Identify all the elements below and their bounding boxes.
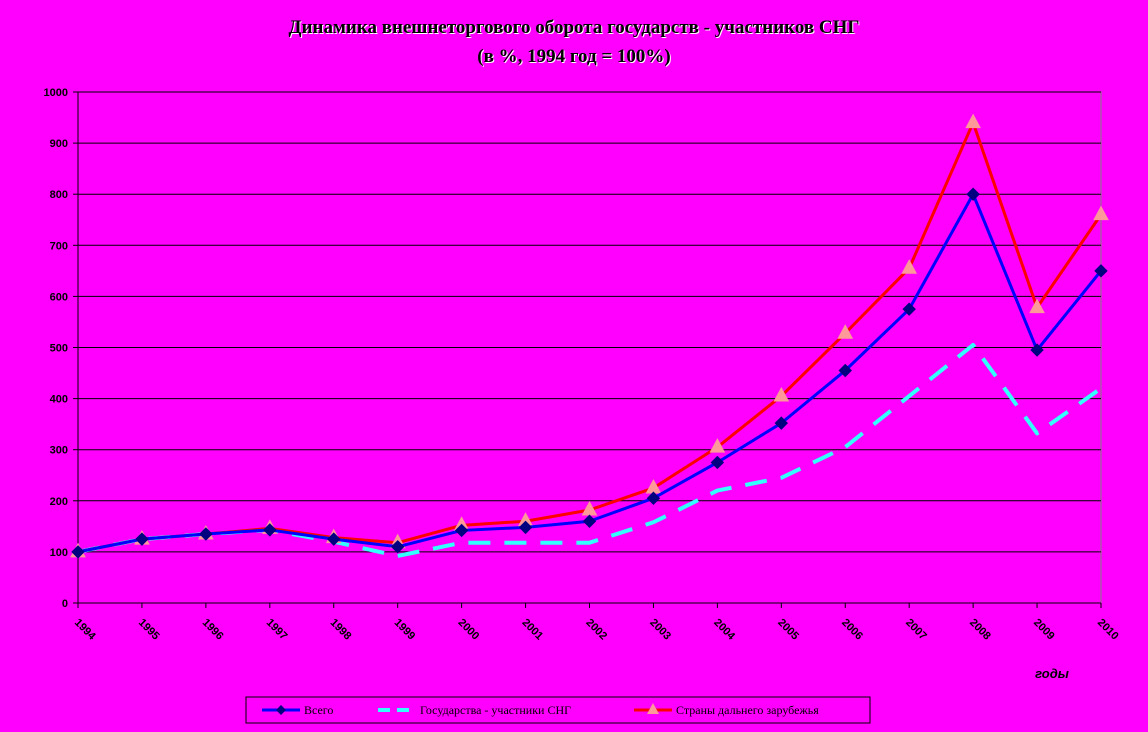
y-tick-label: 100 (50, 547, 68, 559)
legend-label-2: Страны дальнего зарубежья (676, 703, 819, 717)
x-tick-label: 2003 (647, 617, 673, 643)
y-tick-label: 600 (50, 291, 68, 303)
data-point-diamond (135, 532, 149, 546)
x-tick-label: 2002 (583, 617, 609, 643)
chart-subtitle-shadow: (в %, 1994 год = 100%) (478, 47, 671, 68)
legend-box (245, 696, 871, 724)
x-tick-label: 2008 (967, 617, 993, 643)
x-tick-label: 2005 (775, 617, 801, 643)
x-axis-label: годы (1035, 666, 1069, 681)
series-line-1 (77, 342, 1103, 558)
series-layer (70, 113, 1109, 559)
data-point-triangle (773, 386, 790, 402)
y-tick-label: 300 (50, 445, 68, 457)
chart-subtitle: (в %, 1994 год = 100%) (477, 46, 670, 67)
data-point-triangle (1029, 298, 1045, 314)
x-tick-label: 1995 (136, 617, 162, 643)
x-tick-label: 1997 (264, 617, 290, 643)
y-axis-ticks: 0 100 200 300 400 500 600 700 800 900 1000 (44, 87, 78, 610)
data-point-triangle (1093, 205, 1109, 221)
data-point-diamond (390, 540, 405, 554)
x-tick-label: 2007 (903, 617, 929, 643)
data-point-diamond (518, 520, 533, 535)
data-point-triangle (965, 113, 981, 129)
legend-label-0: Всего (304, 703, 333, 717)
x-tick-label: 1996 (200, 617, 226, 643)
data-point-diamond (838, 363, 852, 378)
y-tick-label: 800 (50, 189, 68, 201)
data-point-diamond (71, 545, 85, 559)
data-point-diamond (1030, 343, 1044, 357)
x-tick-label: 2010 (1095, 617, 1121, 643)
data-point-diamond (199, 527, 213, 541)
y-tick-label: 500 (50, 343, 68, 355)
data-point-diamond (646, 491, 661, 505)
y-tick-label: 1000 (44, 87, 68, 99)
data-point-diamond (902, 302, 916, 316)
data-point-triangle (901, 259, 918, 274)
x-tick-label: 2000 (456, 617, 482, 643)
series-line-0 (77, 192, 1103, 554)
chart-title: Динамика внешнеторгового оборота государ… (289, 17, 860, 38)
gridlines (78, 91, 1101, 553)
chart-title-shadow: Динамика внешнеторгового оборота государ… (290, 18, 861, 39)
x-tick-label: 1998 (328, 617, 354, 643)
data-point-diamond (1094, 264, 1108, 278)
x-tick-label: 1994 (72, 617, 98, 643)
data-point-triangle (837, 324, 854, 339)
legend-label-1: Государства - участники СНГ (420, 703, 571, 717)
data-point-diamond (966, 187, 980, 201)
series-line-2 (77, 121, 1103, 554)
data-point-diamond (710, 455, 725, 470)
data-point-diamond (263, 523, 277, 537)
x-tick-label: 2009 (1031, 617, 1057, 643)
y-tick-label: 700 (50, 240, 68, 252)
data-point-diamond (774, 416, 789, 430)
x-tick-label: 2001 (519, 617, 545, 643)
data-point-diamond (582, 514, 597, 528)
y-tick-label: 400 (50, 394, 68, 406)
x-tick-label: 1999 (392, 617, 418, 643)
x-tick-label: 2004 (711, 617, 737, 643)
y-tick-label: 0 (62, 598, 68, 610)
data-point-diamond (327, 532, 341, 546)
data-point-diamond (454, 523, 469, 538)
data-point-triangle (709, 438, 726, 453)
legend-marker-triangle (647, 703, 659, 714)
x-tick-label: 2006 (839, 617, 865, 643)
x-axis-ticks: 1994 1995 1996 1997 1998 1999 2000 2001 2002 2003… (72, 92, 1121, 643)
legend: Всего Государства - участники СНГ Страны д… (245, 696, 871, 724)
legend-marker-diamond (276, 705, 286, 715)
y-tick-label: 900 (50, 138, 68, 150)
y-tick-label: 200 (50, 496, 68, 508)
